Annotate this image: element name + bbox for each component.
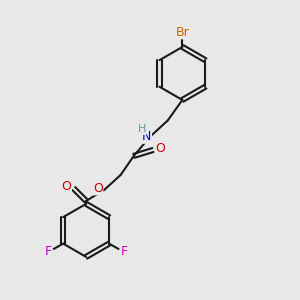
Text: O: O [155, 142, 165, 155]
Text: O: O [93, 182, 103, 195]
Text: F: F [121, 245, 128, 258]
Text: H: H [138, 124, 146, 134]
Text: F: F [44, 245, 51, 258]
Text: O: O [61, 180, 71, 193]
Text: N: N [142, 130, 152, 143]
Text: Br: Br [176, 26, 189, 39]
